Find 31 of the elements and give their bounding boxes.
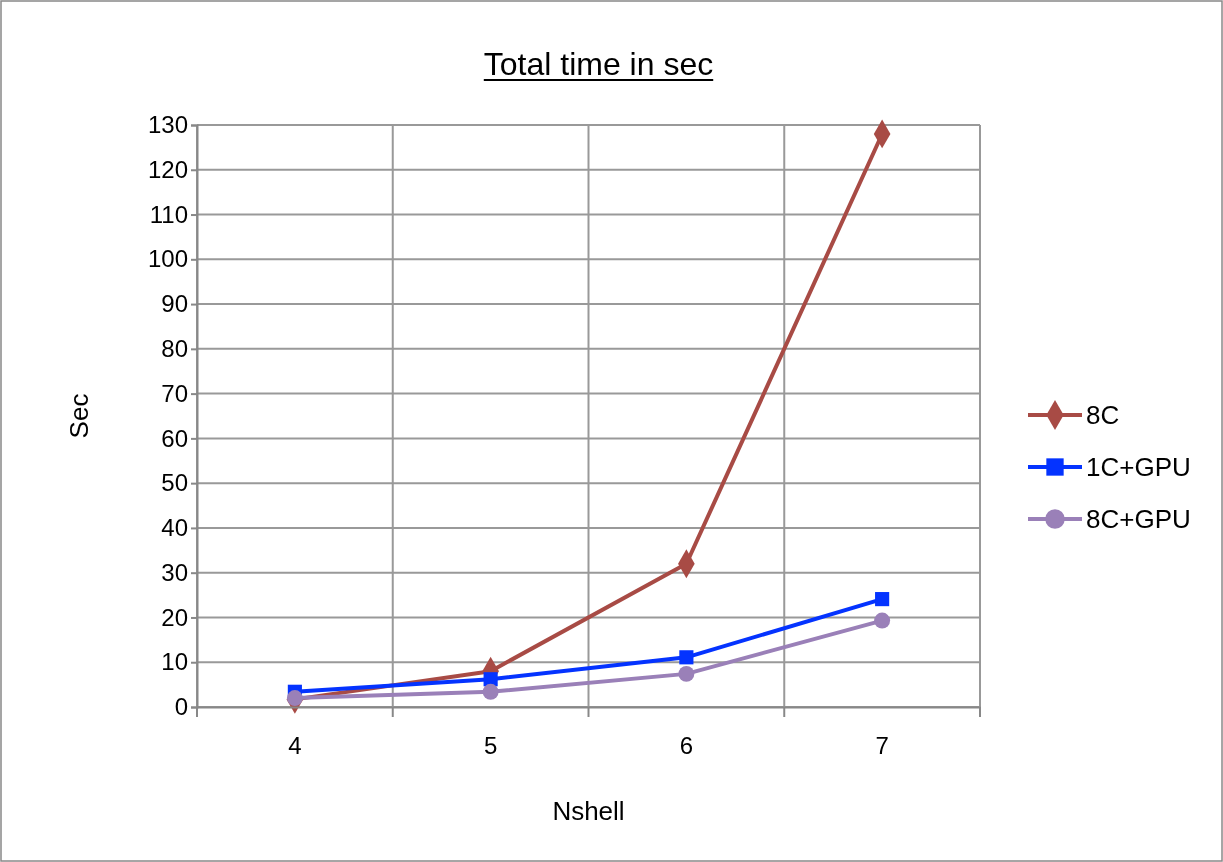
y-tick-label: 110 bbox=[149, 200, 188, 228]
legend-label: 8C bbox=[1086, 400, 1120, 430]
y-axis-title: Sec bbox=[64, 393, 94, 439]
y-tick-label: 30 bbox=[161, 558, 188, 586]
x-tick-label: 7 bbox=[875, 732, 889, 760]
y-tick-label: 70 bbox=[161, 379, 188, 407]
y-tick-label: 0 bbox=[174, 693, 188, 721]
point bbox=[678, 665, 695, 682]
point bbox=[482, 683, 499, 700]
y-tick-label: 130 bbox=[147, 111, 188, 139]
point bbox=[874, 612, 891, 629]
legend-label: 8C+GPU bbox=[1086, 504, 1191, 534]
y-tick-label: 80 bbox=[161, 335, 188, 363]
point bbox=[875, 592, 890, 607]
legend-label: 1C+GPU bbox=[1086, 452, 1191, 482]
y-tick-label: 40 bbox=[161, 514, 188, 542]
x-axis-title: Nshell bbox=[552, 796, 625, 826]
y-tick-label: 60 bbox=[161, 424, 188, 452]
x-tick-label: 6 bbox=[679, 732, 694, 760]
y-tick-label: 120 bbox=[147, 155, 188, 183]
y-tick-label: 90 bbox=[161, 290, 188, 318]
y-tick-label: 10 bbox=[161, 648, 188, 676]
y-tick-label: 20 bbox=[161, 603, 188, 631]
chart-title: Total time in sec bbox=[483, 46, 714, 82]
point bbox=[679, 650, 694, 665]
x-tick-label: 5 bbox=[483, 732, 498, 760]
y-tick-label: 100 bbox=[147, 245, 188, 273]
x-tick-label: 4 bbox=[288, 732, 302, 760]
point bbox=[483, 672, 498, 687]
y-tick-label: 50 bbox=[161, 469, 188, 497]
point bbox=[286, 690, 303, 707]
